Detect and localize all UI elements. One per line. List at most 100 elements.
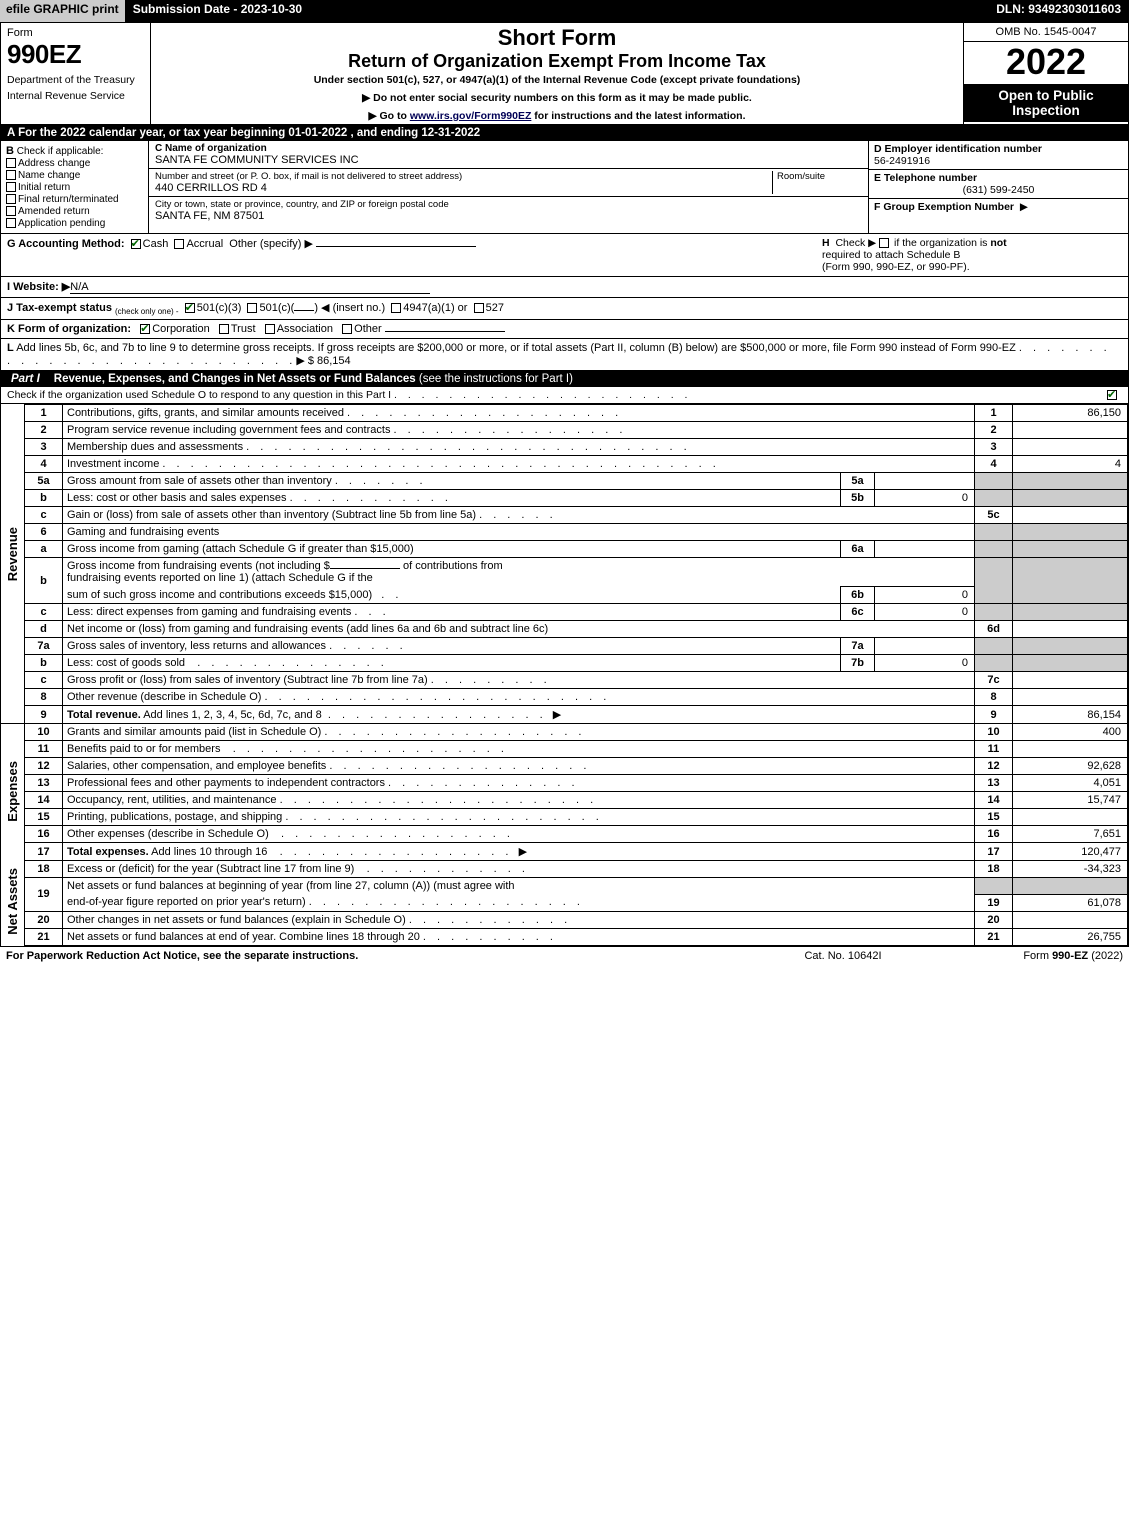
- paperwork-notice: For Paperwork Reduction Act Notice, see …: [6, 950, 743, 962]
- cat-no: Cat. No. 10642I: [743, 950, 943, 962]
- line-8: 8Other revenue (describe in Schedule O) …: [1, 689, 1128, 706]
- b-letter: B: [6, 145, 14, 157]
- part-i-header: Part I Revenue, Expenses, and Changes in…: [1, 371, 1128, 387]
- line-1: Revenue 1Contributions, gifts, grants, a…: [1, 405, 1128, 422]
- subtitle: Under section 501(c), 527, or 4947(a)(1)…: [157, 74, 957, 86]
- line-16: 16Other expenses (describe in Schedule O…: [1, 826, 1128, 843]
- line-21: 21Net assets or fund balances at end of …: [1, 928, 1128, 945]
- dept-treasury: Department of the Treasury: [7, 74, 144, 86]
- line-4: 4Investment income . . . . . . . . . . .…: [1, 456, 1128, 473]
- line-5c: cGain or (loss) from sale of assets othe…: [1, 507, 1128, 524]
- amt-5b: 0: [875, 490, 975, 507]
- c-name-box: C Name of organization SANTA FE COMMUNIT…: [149, 141, 868, 169]
- amt-1: 86,150: [1013, 405, 1128, 422]
- form-header: Form 990EZ Department of the Treasury In…: [1, 23, 1128, 125]
- line-20: 20Other changes in net assets or fund ba…: [1, 911, 1128, 928]
- amt-18: -34,323: [1013, 861, 1128, 878]
- line-9: 9Total revenue. Add lines 1, 2, 3, 4, 5c…: [1, 706, 1128, 724]
- amt-17: 120,477: [1013, 843, 1128, 861]
- line-7a: 7aGross sales of inventory, less returns…: [1, 638, 1128, 655]
- schedule-o-checkbox: [1107, 390, 1117, 400]
- side-netassets: Net Assets: [1, 861, 25, 946]
- form-word: Form: [7, 27, 144, 39]
- form-frame: Form 990EZ Department of the Treasury In…: [0, 22, 1129, 947]
- b-o4: Final return/terminated: [6, 194, 143, 205]
- line-13: 13Professional fees and other payments t…: [1, 775, 1128, 792]
- amt-19: 61,078: [1013, 894, 1128, 911]
- col-b: B Check if applicable: Address change Na…: [1, 141, 149, 233]
- amt-10: 400: [1013, 724, 1128, 741]
- c-addr-label: Number and street (or P. O. box, if mail…: [155, 171, 772, 182]
- row-l: L Add lines 5b, 6c, and 7b to line 9 to …: [1, 339, 1128, 371]
- line-6b-1: bGross income from fundraising events (n…: [1, 558, 1128, 587]
- row-gh: G Accounting Method: Cash Accrual Other …: [1, 234, 1128, 277]
- 501c3-checkbox: [185, 303, 195, 313]
- c-addr1-box: Number and street (or P. O. box, if mail…: [149, 169, 868, 197]
- b-o2: Name change: [6, 170, 143, 181]
- header-mid: Short Form Return of Organization Exempt…: [151, 23, 963, 124]
- open-inspection: Open to Public Inspection: [964, 84, 1128, 122]
- part-i-title: Revenue, Expenses, and Changes in Net As…: [50, 371, 577, 387]
- line-11: 11Benefits paid to or for members . . . …: [1, 741, 1128, 758]
- h-checkbox: [879, 238, 889, 248]
- amt-6b: 0: [875, 587, 975, 604]
- b2-pre: ▶ Go to: [369, 110, 410, 122]
- d-box: D Employer identification number 56-2491…: [869, 141, 1128, 170]
- line-7b: bLess: cost of goods sold . . . . . . . …: [1, 655, 1128, 672]
- line-6d: dNet income or (loss) from gaming and fu…: [1, 621, 1128, 638]
- amt-21: 26,755: [1013, 928, 1128, 945]
- amt-13: 4,051: [1013, 775, 1128, 792]
- footer: For Paperwork Reduction Act Notice, see …: [0, 947, 1129, 965]
- line-19b: end-of-year figure reported on prior yea…: [1, 894, 1128, 911]
- bullet-2: ▶ Go to www.irs.gov/Form990EZ for instru…: [157, 110, 957, 122]
- e-box: E Telephone number (631) 599-2450: [869, 170, 1128, 199]
- b-o6: Application pending: [6, 218, 143, 229]
- line-7c: cGross profit or (loss) from sales of in…: [1, 672, 1128, 689]
- title-return: Return of Organization Exempt From Incom…: [157, 51, 957, 72]
- part-i-label: Part I: [1, 371, 50, 387]
- gross-receipts: 86,154: [317, 355, 351, 367]
- top-bar: efile GRAPHIC print Submission Date - 20…: [0, 0, 1129, 22]
- line-19a: 19Net assets or fund balances at beginni…: [1, 878, 1128, 895]
- f-label: F Group Exemption Number: [874, 201, 1014, 213]
- irs-label: Internal Revenue Service: [7, 90, 144, 102]
- org-city: SANTA FE, NM 87501: [155, 210, 862, 222]
- ein: 56-2491916: [874, 155, 1123, 167]
- b-o1: Address change: [6, 158, 143, 169]
- e-label: E Telephone number: [874, 172, 1123, 184]
- line-6a: aGross income from gaming (attach Schedu…: [1, 541, 1128, 558]
- header-right: OMB No. 1545-0047 2022 Open to Public In…: [963, 23, 1128, 124]
- g-accounting: G Accounting Method: Cash Accrual Other …: [7, 237, 822, 273]
- irs-link[interactable]: www.irs.gov/Form990EZ: [410, 110, 532, 122]
- omb-number: OMB No. 1545-0047: [964, 23, 1128, 42]
- line-12: 12Salaries, other compensation, and empl…: [1, 758, 1128, 775]
- line-10: Expenses10Grants and similar amounts pai…: [1, 724, 1128, 741]
- line-3: 3Membership dues and assessments . . . .…: [1, 439, 1128, 456]
- c-addr2-box: City or town, state or province, country…: [149, 197, 868, 224]
- amt-9: 86,154: [1013, 706, 1128, 724]
- part-i-sub: Check if the organization used Schedule …: [1, 387, 1128, 404]
- website-val: N/A: [70, 281, 430, 294]
- line-6: 6Gaming and fundraising events: [1, 524, 1128, 541]
- line-18: Net Assets18Excess or (deficit) for the …: [1, 861, 1128, 878]
- f-arrow: ▶: [1020, 201, 1028, 213]
- line-17: 17Total expenses. Add lines 10 through 1…: [1, 843, 1128, 861]
- amt-6c: 0: [875, 604, 975, 621]
- row-k: K Form of organization: Corporation Trus…: [1, 319, 1128, 339]
- b-o3: Initial return: [6, 182, 143, 193]
- amt-16: 7,651: [1013, 826, 1128, 843]
- accrual-checkbox: [174, 239, 184, 249]
- h-box: H Check ▶ if the organization is not req…: [822, 237, 1122, 273]
- line-5b: bLess: cost or other basis and sales exp…: [1, 490, 1128, 507]
- f-box: F Group Exemption Number ▶: [869, 199, 1128, 215]
- amt-7b: 0: [875, 655, 975, 672]
- b-o5: Amended return: [6, 206, 143, 217]
- other-line: [316, 246, 476, 247]
- b2-post: for instructions and the latest informat…: [531, 110, 745, 122]
- c-name-label: C Name of organization: [155, 143, 862, 154]
- col-c: C Name of organization SANTA FE COMMUNIT…: [149, 141, 868, 233]
- side-revenue: Revenue: [1, 405, 25, 706]
- line-6c: cLess: direct expenses from gaming and f…: [1, 604, 1128, 621]
- form-number: 990EZ: [7, 39, 144, 70]
- room-suite: Room/suite: [772, 171, 862, 194]
